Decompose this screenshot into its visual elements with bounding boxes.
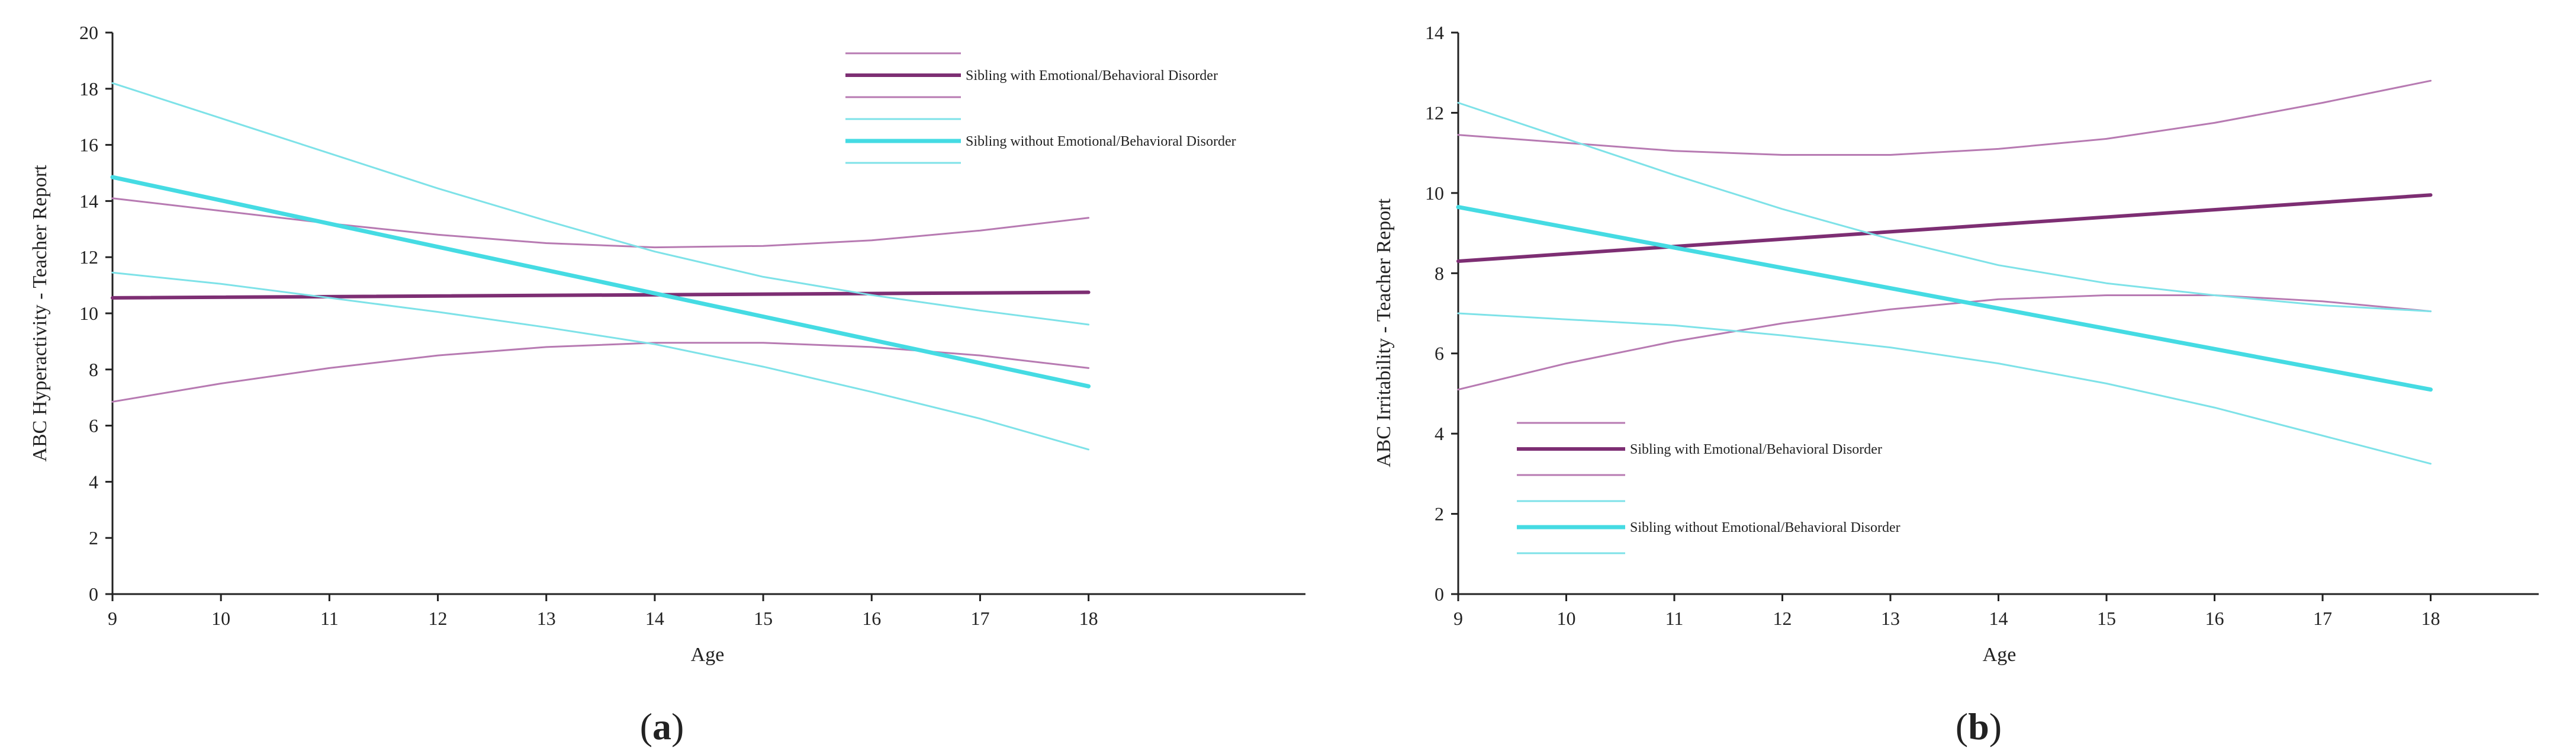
x-tick-label: 10 (1557, 608, 1576, 629)
panel-caption-b: (b) (1956, 705, 2002, 747)
with-disorder-ci-line (111, 342, 1090, 403)
y-tick-label: 8 (1435, 262, 1444, 284)
y-tick-label: 2 (1435, 503, 1444, 525)
y-tick-label: 8 (89, 359, 98, 380)
legend-a: Sibling with Emotional/Behavioral Disord… (845, 52, 1236, 164)
y-axis-title-b: ABC Irritability - Teacher Report (1373, 198, 1395, 467)
without-disorder-ci-line (1457, 102, 2432, 313)
x-tick-label: 18 (2421, 608, 2440, 629)
with-disorder-mean-line (1456, 193, 2433, 263)
x-tick-label: 13 (537, 608, 556, 629)
x-tick-label: 12 (429, 608, 448, 629)
y-tick-label: 18 (79, 78, 98, 100)
with-disorder-ci-line (111, 197, 1090, 249)
x-tick-label: 11 (320, 608, 339, 629)
x-axis-title-a: Age (691, 644, 725, 666)
without-disorder-ci-line (111, 271, 1090, 451)
y-tick-label: 12 (79, 246, 98, 268)
x-axis-title-b: Age (1983, 644, 2017, 666)
without-disorder-mean-line (1456, 205, 2433, 392)
y-tick-label: 0 (89, 583, 98, 605)
y-tick-label: 6 (89, 415, 98, 437)
chart-panel-a: 9 10 11 12 13 14 15 16 17 18 0 2 4 6 8 10 12 14 16 18 20 Sib… (29, 22, 1305, 747)
legend-label: Sibling with Emotional/Behavioral Disord… (1630, 442, 1882, 457)
x-tick-label: 12 (1773, 608, 1792, 629)
y-tick-label: 10 (1425, 182, 1444, 204)
without-disorder-mean-line (110, 175, 1091, 389)
x-tick-label: 18 (1079, 608, 1098, 629)
x-tick-label: 14 (1989, 608, 2008, 629)
x-tick-label: 17 (970, 608, 989, 629)
legend-b: Sibling with Emotional/Behavioral Disord… (1517, 422, 1900, 554)
x-tick-label: 17 (2313, 608, 2332, 629)
y-tick-label: 14 (1425, 22, 1444, 43)
y-tick-label: 14 (79, 190, 98, 211)
y-tick-label: 4 (89, 471, 98, 492)
x-tick-label: 9 (108, 608, 117, 629)
legend-label: Sibling without Emotional/Behavioral Dis… (966, 134, 1236, 149)
axis-ticks-a: 9 10 11 12 13 14 15 16 17 18 0 2 4 6 8 10 12 14 16 18 20 (79, 22, 1098, 629)
y-tick-label: 4 (1435, 423, 1444, 444)
axis-ticks-b: 9 10 11 12 13 14 15 16 17 18 0 2 4 6 8 10 12 14 (1425, 22, 2440, 629)
x-tick-label: 15 (754, 608, 773, 629)
legend-label: Sibling without Emotional/Behavioral Dis… (1630, 520, 1900, 535)
y-tick-label: 6 (1435, 343, 1444, 364)
panel-caption-a: (a) (640, 705, 684, 747)
y-tick-label: 0 (1435, 583, 1444, 605)
legend-label: Sibling with Emotional/Behavioral Disord… (966, 68, 1218, 84)
without-disorder-ci-line (111, 82, 1090, 326)
x-tick-label: 14 (645, 608, 664, 629)
with-disorder-ci-line (1457, 79, 2432, 156)
y-tick-label: 20 (79, 22, 98, 43)
without-disorder-ci-line (1457, 312, 2432, 465)
axes-frame-b (1457, 33, 2539, 595)
x-tick-label: 16 (2205, 608, 2224, 629)
y-tick-label: 10 (79, 303, 98, 324)
x-tick-label: 9 (1453, 608, 1463, 629)
series-group-a (110, 82, 1091, 451)
y-axis-title-a: ABC Hyperactivity - Teacher Report (29, 165, 51, 462)
x-tick-label: 11 (1665, 608, 1684, 629)
plot-area-b (1457, 33, 2539, 595)
y-tick-label: 12 (1425, 102, 1444, 123)
chart-panel-b: 9 10 11 12 13 14 15 16 17 18 0 2 4 6 8 10 12 14 Sibling w… (1373, 22, 2539, 747)
x-tick-label: 15 (2097, 608, 2116, 629)
x-tick-label: 10 (211, 608, 230, 629)
series-group-b (1456, 79, 2433, 465)
with-disorder-ci-line (1457, 294, 2432, 391)
plot-area-a (111, 33, 1305, 595)
x-tick-label: 16 (862, 608, 881, 629)
axes-frame-a (111, 33, 1305, 595)
x-tick-label: 13 (1881, 608, 1900, 629)
with-disorder-mean-line (111, 290, 1091, 300)
y-tick-label: 16 (79, 134, 98, 156)
y-tick-label: 2 (89, 527, 98, 548)
